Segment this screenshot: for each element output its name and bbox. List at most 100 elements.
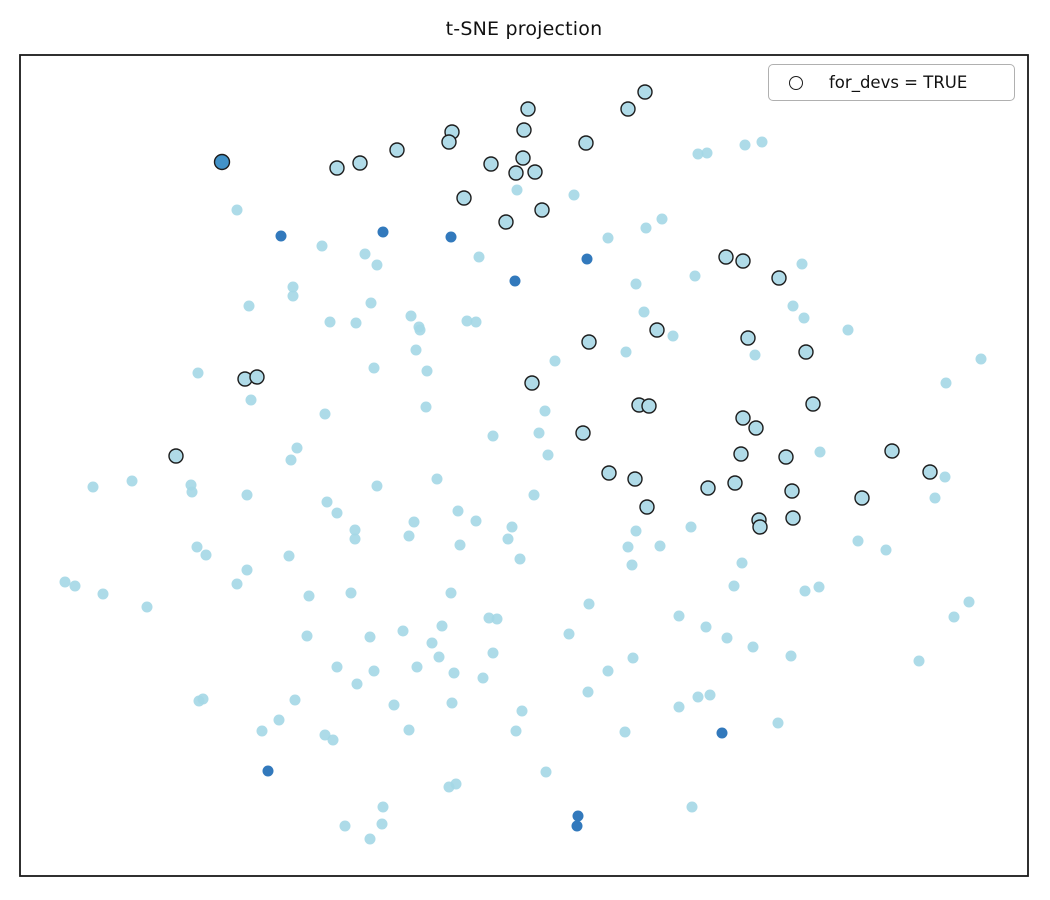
data-point: [273, 714, 285, 726]
data-point: [842, 324, 854, 336]
data-point: [287, 290, 299, 302]
data-point: [975, 353, 987, 365]
data-point: [509, 275, 521, 287]
data-point: [516, 122, 532, 138]
data-point: [426, 637, 438, 649]
data-point: [433, 651, 445, 663]
data-point: [524, 375, 540, 391]
data-point: [799, 585, 811, 597]
data-point: [491, 613, 503, 625]
data-point: [448, 667, 460, 679]
data-point: [778, 449, 794, 465]
data-point: [445, 587, 457, 599]
data-point: [527, 164, 543, 180]
data-point: [191, 541, 203, 553]
data-point: [692, 148, 704, 160]
data-point: [168, 448, 184, 464]
data-point: [371, 480, 383, 492]
data-point: [963, 596, 975, 608]
data-point: [581, 334, 597, 350]
data-point: [506, 521, 518, 533]
data-point: [470, 515, 482, 527]
data-point: [673, 610, 685, 622]
data-point: [364, 631, 376, 643]
data-point: [752, 519, 768, 535]
data-point: [689, 270, 701, 282]
data-point: [929, 492, 941, 504]
data-point: [349, 524, 361, 536]
data-point: [701, 147, 713, 159]
data-point: [756, 136, 768, 148]
data-point: [880, 544, 892, 556]
data-point: [192, 367, 204, 379]
data-point: [502, 533, 514, 545]
data-point: [403, 724, 415, 736]
data-point: [656, 213, 668, 225]
data-point: [602, 665, 614, 677]
data-point: [329, 160, 345, 176]
data-point: [461, 315, 473, 327]
data-point: [516, 705, 528, 717]
data-point: [685, 521, 697, 533]
data-point: [231, 578, 243, 590]
data-point: [339, 820, 351, 832]
data-point: [452, 505, 464, 517]
data-point: [654, 540, 666, 552]
data-point: [667, 330, 679, 342]
data-point: [321, 496, 333, 508]
data-point: [601, 465, 617, 481]
data-point: [748, 420, 764, 436]
data-point: [514, 553, 526, 565]
data-point: [420, 401, 432, 413]
data-point: [364, 833, 376, 845]
data-point: [245, 394, 257, 406]
data-point: [213, 153, 231, 171]
data-point: [410, 344, 422, 356]
data-point: [289, 694, 301, 706]
plot-frame: [19, 54, 1029, 877]
data-point: [126, 475, 138, 487]
data-point: [639, 499, 655, 515]
data-point: [784, 483, 800, 499]
data-point: [376, 818, 388, 830]
data-point: [508, 165, 524, 181]
data-point: [852, 535, 864, 547]
data-point: [619, 726, 631, 738]
data-point: [316, 240, 328, 252]
data-point: [540, 766, 552, 778]
data-point: [345, 587, 357, 599]
legend: for_devs = TRUE: [768, 64, 1015, 101]
data-point: [733, 446, 749, 462]
open-circle-icon: [789, 75, 803, 90]
data-point: [200, 549, 212, 561]
data-point: [403, 530, 415, 542]
data-point: [622, 541, 634, 553]
data-point: [626, 559, 638, 571]
data-point: [241, 489, 253, 501]
data-point: [704, 689, 716, 701]
data-point: [948, 611, 960, 623]
data-point: [431, 473, 443, 485]
data-point: [796, 258, 808, 270]
data-point: [249, 369, 265, 385]
data-point: [528, 489, 540, 501]
data-point: [785, 510, 801, 526]
data-point: [324, 316, 336, 328]
data-point: [582, 686, 594, 698]
data-point: [445, 231, 457, 243]
data-point: [578, 135, 594, 151]
data-point: [436, 620, 448, 632]
data-point: [59, 576, 71, 588]
data-point: [785, 650, 797, 662]
data-point: [498, 214, 514, 230]
data-point: [350, 317, 362, 329]
data-point: [721, 632, 733, 644]
data-point: [349, 533, 361, 545]
data-point: [515, 150, 531, 166]
data-point: [243, 300, 255, 312]
data-point: [450, 778, 462, 790]
data-point: [638, 306, 650, 318]
data-point: [69, 580, 81, 592]
data-point: [620, 101, 636, 117]
data-point: [814, 446, 826, 458]
